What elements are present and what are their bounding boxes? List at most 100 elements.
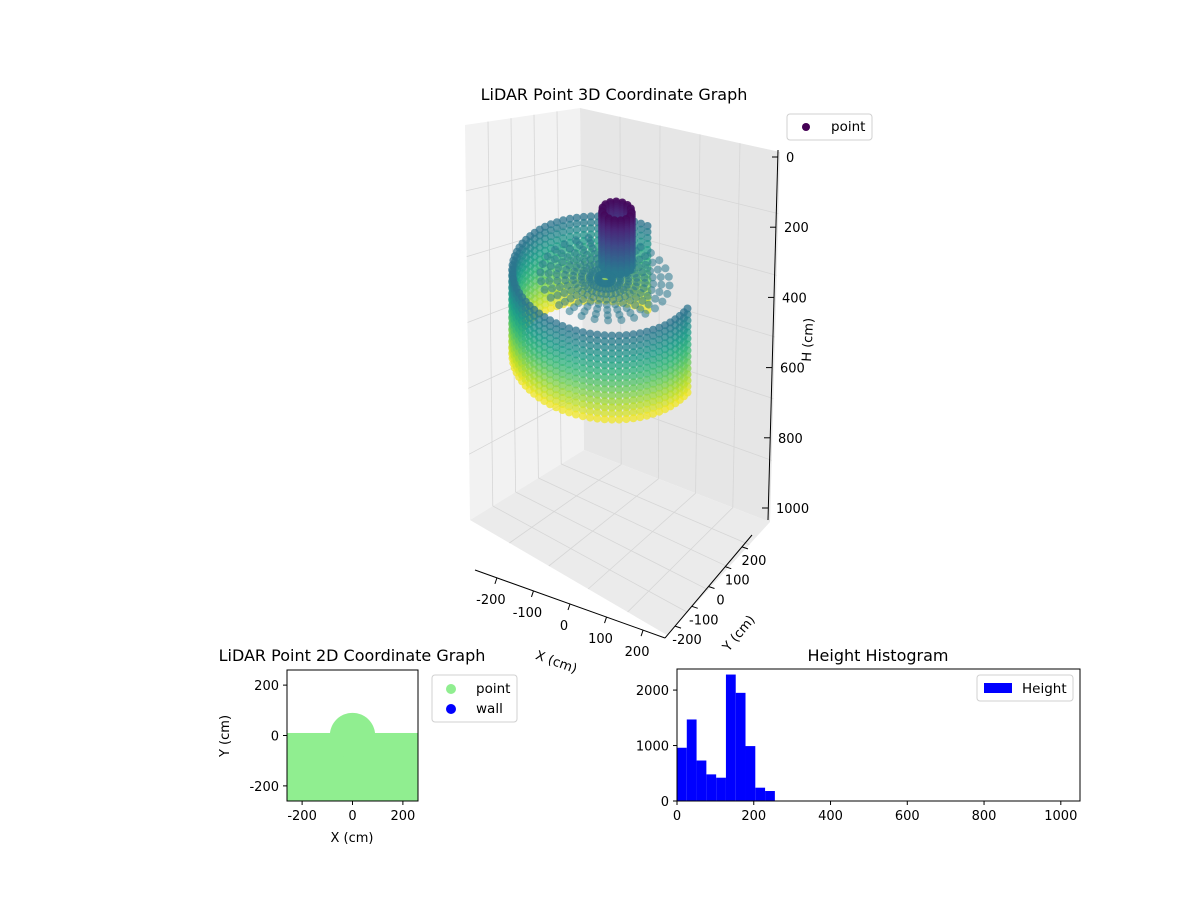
scatter-point [571, 362, 580, 371]
scatter-point [565, 378, 574, 387]
scatter-point [649, 403, 658, 412]
scatter-point [546, 376, 555, 385]
x-tick-mark [494, 577, 498, 585]
scatter-point [586, 212, 595, 221]
scatter-point [641, 260, 650, 269]
scatter-point [593, 348, 602, 357]
scatter-point [649, 355, 658, 364]
scatter-point [607, 349, 616, 358]
scatter-point [636, 353, 645, 362]
scatter-point [565, 360, 574, 369]
y-tick-mark [708, 586, 715, 589]
scatter-point [649, 343, 658, 352]
grid-line [515, 491, 709, 591]
scatter-point [558, 346, 567, 354]
scatter-point [578, 352, 587, 361]
scatter-point [622, 331, 631, 340]
scatter-point [586, 395, 595, 404]
scatter-point [565, 372, 574, 381]
scatter-point [665, 281, 674, 290]
scatter-point [630, 313, 639, 322]
scatter-point [607, 343, 616, 352]
scatter-point [593, 384, 602, 393]
scatter-point [571, 338, 580, 347]
scatter-point [586, 347, 595, 356]
scatter-point [546, 340, 555, 349]
scatter-point [558, 370, 567, 378]
scatter-point [578, 334, 587, 343]
scatter-point [655, 365, 664, 374]
scatter-point [567, 286, 576, 295]
scatter-point [579, 218, 588, 227]
scatter-point [607, 403, 616, 412]
scatter-point [600, 391, 609, 400]
scatter-point [629, 414, 638, 423]
scatter-point [649, 325, 658, 334]
grid-line [538, 477, 729, 568]
histogram-bar [755, 787, 766, 801]
x-tick-label: 100 [588, 632, 613, 647]
scatter-point [546, 322, 555, 331]
scatter-point [552, 337, 561, 346]
scatter-point [642, 339, 651, 348]
scatter-point [560, 297, 569, 306]
scatter-point [558, 258, 567, 267]
grid-line [561, 463, 750, 545]
x-tick-mark [604, 616, 608, 624]
scatter-point [552, 325, 561, 334]
x-tick-label: 1000 [1044, 809, 1077, 824]
scatter-point [565, 396, 574, 405]
scatter-point [636, 365, 645, 374]
scatter-point [565, 354, 574, 363]
scatter-point [572, 219, 581, 228]
scatter-point [629, 342, 638, 351]
y-tick-mark [691, 605, 698, 609]
scatter-point [615, 331, 624, 340]
scatter-point [559, 216, 568, 225]
histogram-bar [677, 747, 687, 801]
scatter-point [552, 349, 561, 358]
scatter-point [636, 401, 645, 410]
grid-line [548, 478, 659, 567]
scatter-point [632, 293, 640, 302]
scatter-point [600, 343, 609, 352]
scatter-point [629, 360, 638, 369]
scatter-point [546, 346, 555, 355]
scatter-point [622, 349, 631, 358]
scatter-point [593, 366, 602, 375]
scatter-point [651, 304, 659, 313]
legend-label-point-3d: point [831, 119, 865, 135]
scatter-point [655, 329, 664, 338]
scatter-point [649, 367, 658, 376]
scatter-point [563, 253, 572, 262]
scatter-point [636, 389, 645, 398]
scatter-point [607, 415, 616, 424]
scatter-point [607, 367, 616, 376]
ticks-2d: -200 0 200 200 0 -200 [249, 679, 415, 824]
scatter-point [571, 368, 580, 377]
scatter-point [636, 371, 645, 380]
scatter-point [648, 258, 657, 267]
scatter-point [552, 270, 561, 279]
scatter-point [622, 385, 631, 394]
point-cloud-dome [329, 712, 376, 759]
scatter-point [558, 394, 567, 402]
scatter-point [552, 224, 561, 233]
y-tick-label: 0 [716, 594, 724, 609]
scatter-point [557, 249, 566, 258]
scatter-point [622, 367, 631, 376]
grid-line [732, 143, 741, 508]
scatter-point [615, 409, 624, 418]
scatter-point [656, 273, 665, 282]
scatter-point [565, 390, 574, 399]
scatter-point [586, 365, 595, 374]
scatter-point [615, 415, 624, 424]
scatter-point [636, 335, 645, 344]
histogram-bars [677, 674, 775, 801]
scatter-point [629, 402, 638, 411]
scatter-point [638, 296, 647, 305]
scatter-point [565, 384, 574, 393]
scatter-point [622, 409, 631, 418]
scatter-point [642, 363, 651, 372]
scatter-point [629, 366, 638, 375]
